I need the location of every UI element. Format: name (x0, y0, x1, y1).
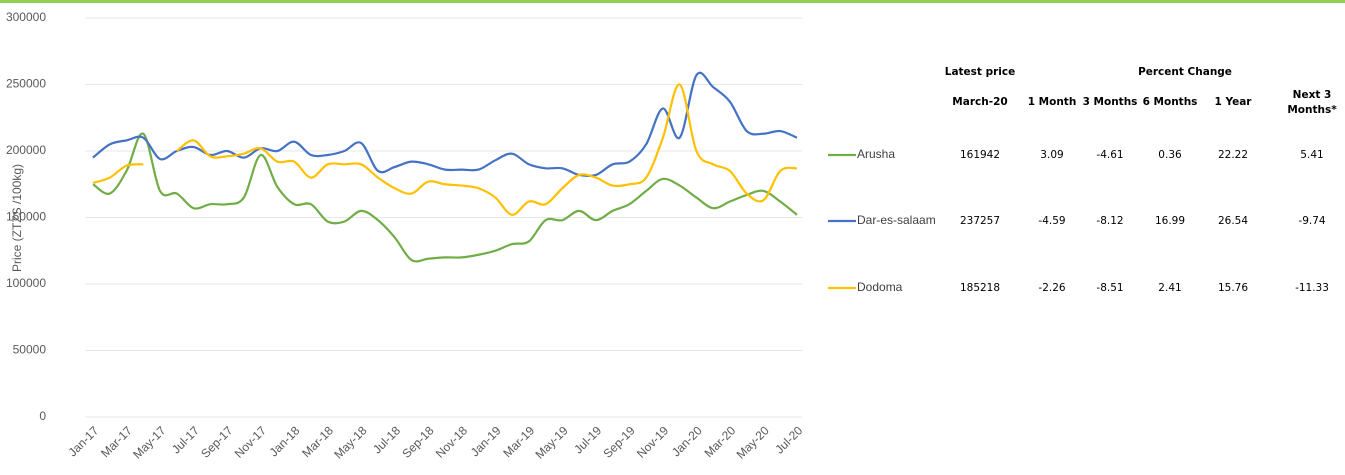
series-line (92, 71, 798, 178)
series-line (92, 163, 144, 184)
table-cell: 5.41 (1300, 149, 1323, 161)
table-cell: 22.22 (1218, 149, 1248, 161)
y-tick-label: 50000 (13, 343, 47, 357)
x-tick-label: Sep-18 (399, 423, 436, 460)
series-line (92, 132, 798, 263)
x-tick-label: Jul-20 (772, 423, 805, 456)
group-header: Latest price (945, 66, 1015, 78)
x-tick-label: Jul-18 (370, 423, 403, 456)
column-header: 1 Month (1028, 96, 1077, 108)
legend-label: Dodoma (857, 280, 903, 294)
table-cell: 3.09 (1040, 149, 1063, 161)
y-axis-label: Price (ZTZS /100kg) (10, 164, 24, 272)
y-tick-label: 200000 (6, 143, 46, 157)
legend-label: Dar-es-salaam (857, 213, 936, 227)
x-tick-label: Jan-17 (66, 423, 102, 459)
table-cell: 0.36 (1158, 149, 1182, 161)
x-tick-label: Mar-19 (500, 423, 537, 460)
x-tick-label: May-18 (331, 423, 369, 461)
column-header: Next 3 (1293, 89, 1332, 101)
table-cell: 185218 (960, 282, 1000, 294)
x-tick-label: Mar-20 (702, 423, 739, 460)
legend-label: Arusha (857, 147, 895, 161)
x-tick-label: Nov-17 (232, 423, 269, 460)
x-tick-label: Jan-20 (669, 423, 705, 459)
table-cell: -8.51 (1096, 282, 1123, 294)
column-header: Months* (1287, 104, 1337, 116)
x-tick-label: Nov-18 (433, 423, 470, 460)
table-cell: -4.59 (1038, 215, 1065, 227)
x-tick-label: May-20 (734, 423, 772, 461)
x-tick-label: Jan-19 (468, 423, 504, 459)
column-header: 6 Months (1143, 96, 1198, 108)
x-tick-label: Nov-19 (634, 423, 671, 460)
column-header: 1 Year (1215, 96, 1253, 108)
series-line (176, 83, 798, 216)
x-tick-label: Jul-19 (571, 423, 604, 456)
table-cell: 16.99 (1155, 215, 1185, 227)
y-tick-label: 300000 (6, 10, 46, 24)
y-tick-label: 0 (39, 409, 46, 423)
x-tick-label: Jan-18 (267, 423, 303, 459)
group-header: Percent Change (1138, 66, 1232, 78)
x-tick-label: May-19 (533, 423, 571, 461)
table-cell: -9.74 (1298, 215, 1325, 227)
table-cell: 161942 (960, 149, 1000, 161)
x-tick-label: Jul-17 (169, 423, 202, 456)
table-cell: -11.33 (1295, 282, 1329, 294)
column-header: 3 Months (1083, 96, 1138, 108)
x-tick-label: Mar-17 (98, 423, 135, 460)
top-border (0, 0, 1345, 3)
column-header: March-20 (952, 96, 1007, 108)
table-cell: 26.54 (1218, 215, 1248, 227)
y-tick-label: 150000 (6, 210, 46, 224)
y-tick-label: 100000 (6, 276, 46, 290)
x-tick-label: May-17 (130, 423, 168, 461)
table-cell: 237257 (960, 215, 1000, 227)
table-cell: 15.76 (1218, 282, 1248, 294)
table-cell: 2.41 (1158, 282, 1181, 294)
table-cell: -2.26 (1038, 282, 1065, 294)
x-tick-label: Mar-18 (299, 423, 336, 460)
y-tick-label: 250000 (6, 77, 46, 91)
table-cell: -8.12 (1096, 215, 1123, 227)
table-cell: -4.61 (1096, 149, 1123, 161)
x-tick-label: Sep-17 (198, 423, 235, 460)
x-tick-label: Sep-19 (600, 423, 637, 460)
